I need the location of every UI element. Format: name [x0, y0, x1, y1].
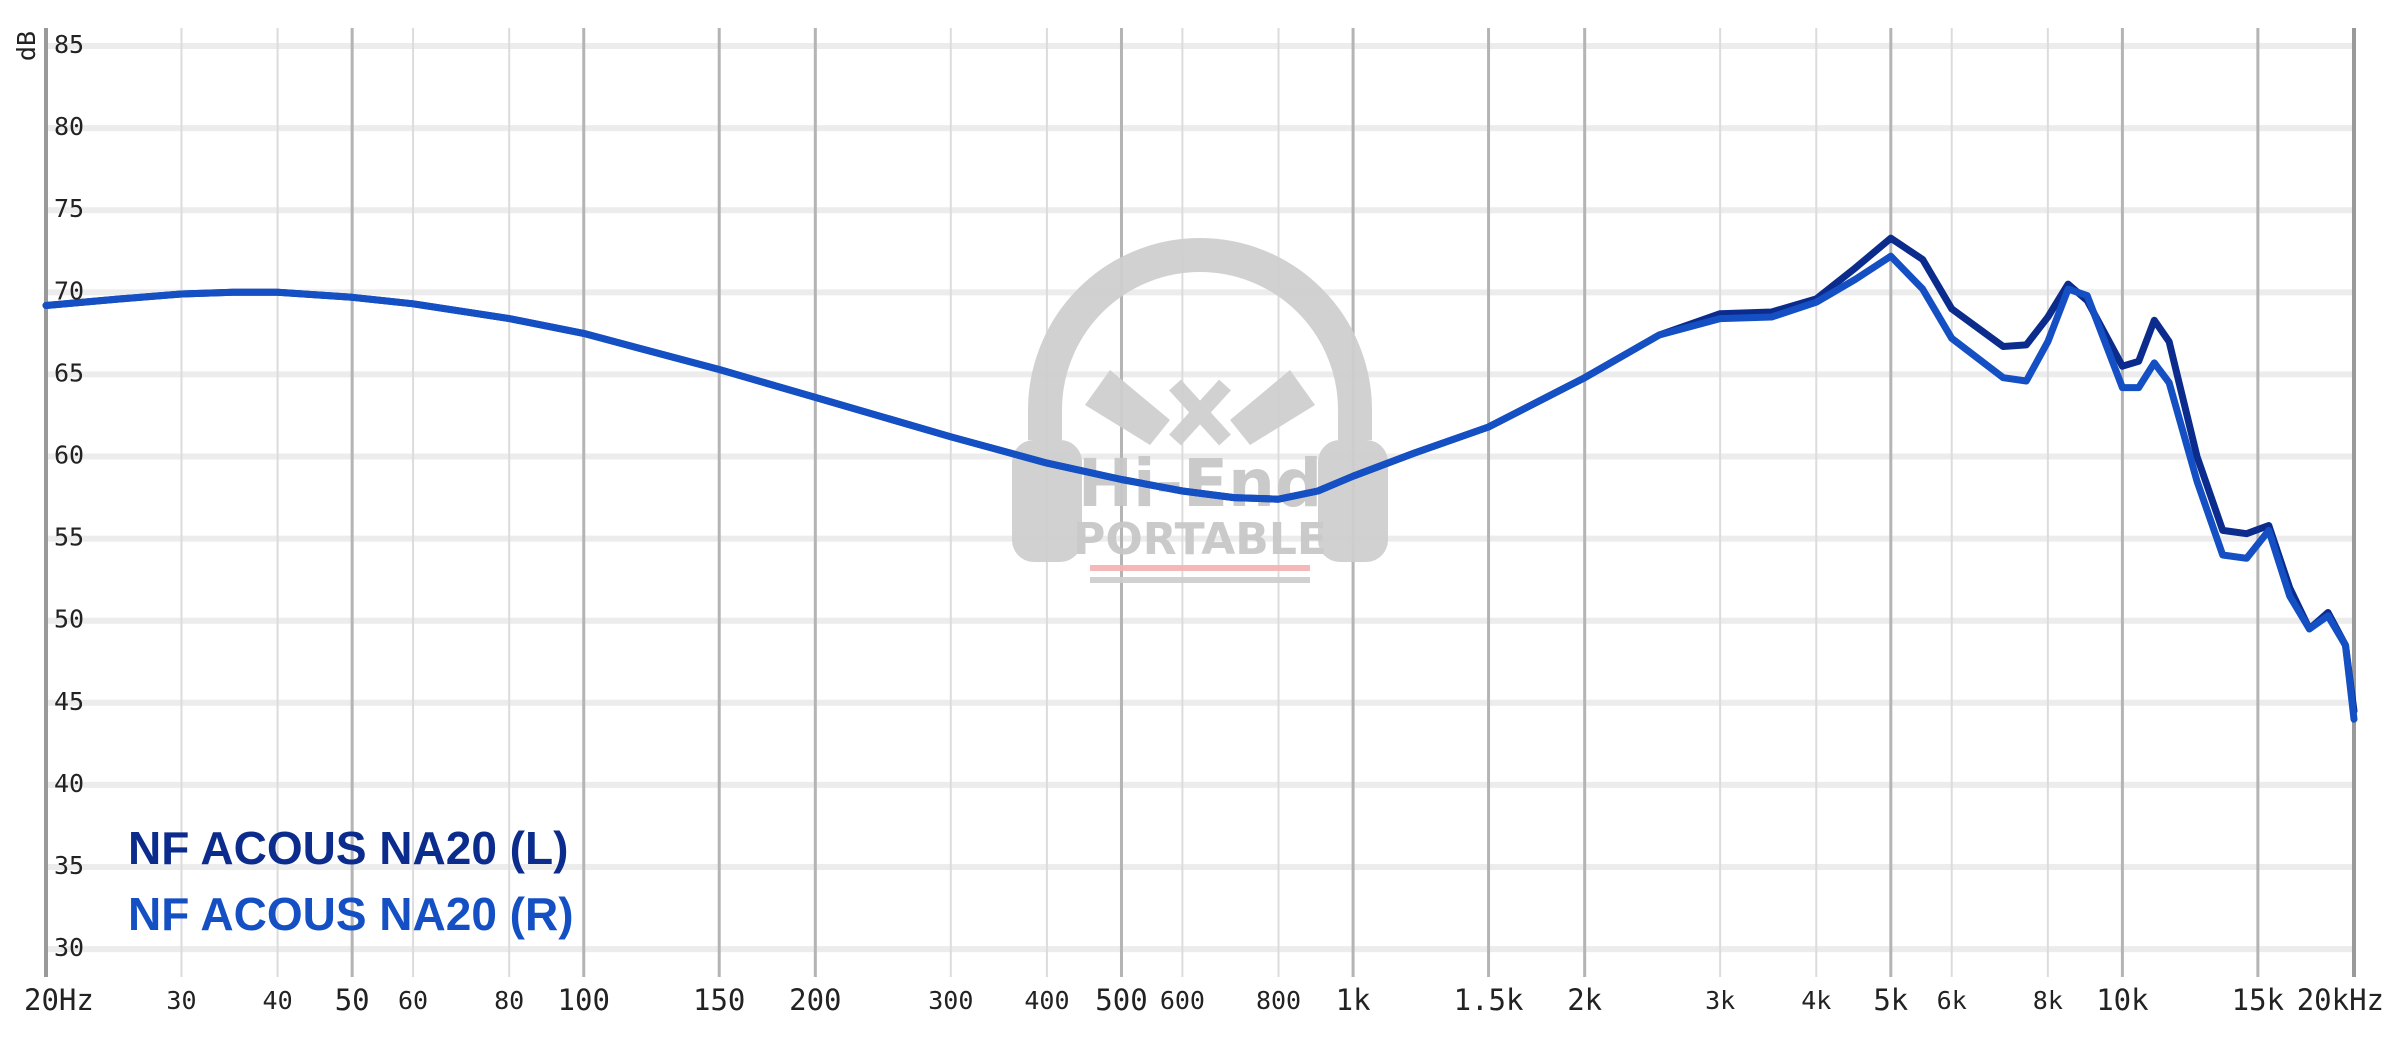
y-tick-label: 75: [54, 194, 84, 223]
y-axis-label: dB: [12, 31, 41, 61]
watermark-band: [1028, 238, 1372, 440]
legend-entry: NF ACOUS NA20 (R): [128, 888, 574, 940]
watermark-cup: [1318, 440, 1388, 562]
y-tick-label: 70: [54, 276, 84, 305]
y-tick-label: 30: [54, 933, 84, 962]
x-tick-label: 400: [1024, 986, 1069, 1015]
x-tick-label: 20kHz: [2297, 983, 2384, 1017]
x-tick-label: 500: [1095, 983, 1147, 1017]
watermark-rule: [1090, 577, 1310, 583]
x-tick-label: 30: [166, 986, 196, 1015]
legend-entry: NF ACOUS NA20 (L): [128, 822, 568, 874]
x-tick-label: 4k: [1801, 986, 1831, 1015]
x-tick-label: 15k: [2232, 983, 2285, 1017]
x-tick-label: 150: [693, 983, 745, 1017]
plot: [42, 234, 2358, 723]
grid: [44, 28, 2356, 977]
x-tick-label: 3k: [1705, 986, 1735, 1015]
x-tick-label: 100: [558, 983, 610, 1017]
x-tick-label: 200: [789, 983, 841, 1017]
x-tick-label: 60: [398, 986, 428, 1015]
x-tick-label: 300: [928, 986, 973, 1015]
y-tick-label: 65: [54, 358, 84, 387]
x-tick-label: 10k: [2096, 983, 2149, 1017]
y-tick-label: 80: [54, 112, 84, 141]
x-tick-label: 20Hz: [24, 983, 94, 1017]
watermark-icon: [1085, 370, 1315, 445]
y-tick-label: 60: [54, 441, 84, 470]
y-tick-label: 35: [54, 851, 84, 880]
y-tick-label: 50: [54, 605, 84, 634]
y-tick-label: 45: [54, 687, 84, 716]
x-tick-label: 1k: [1336, 983, 1371, 1017]
x-tick-label: 600: [1160, 986, 1205, 1015]
watermark-text: Hi-End: [1078, 445, 1323, 522]
watermark-icon: [1169, 379, 1231, 446]
y-tick-label: 40: [54, 769, 84, 798]
watermark-rule: [1090, 565, 1310, 571]
x-tick-label: 2k: [1567, 983, 1602, 1017]
x-tick-label: 40: [263, 986, 293, 1015]
x-tick-label: 5k: [1873, 983, 1908, 1017]
series-line: [42, 252, 2358, 723]
y-tick-label: 85: [54, 30, 84, 59]
x-tick-label: 8k: [2033, 986, 2063, 1015]
x-tick-label: 1.5k: [1454, 983, 1524, 1017]
y-tick-label: 55: [54, 523, 84, 552]
watermark: Hi-End PORTABLE: [1012, 238, 1388, 583]
x-tick-label: 50: [335, 983, 370, 1017]
watermark-text: PORTABLE: [1073, 514, 1327, 565]
x-tick-label: 80: [494, 986, 524, 1015]
x-tick-label: 6k: [1937, 986, 1967, 1015]
x-tick-label: 800: [1256, 986, 1301, 1015]
